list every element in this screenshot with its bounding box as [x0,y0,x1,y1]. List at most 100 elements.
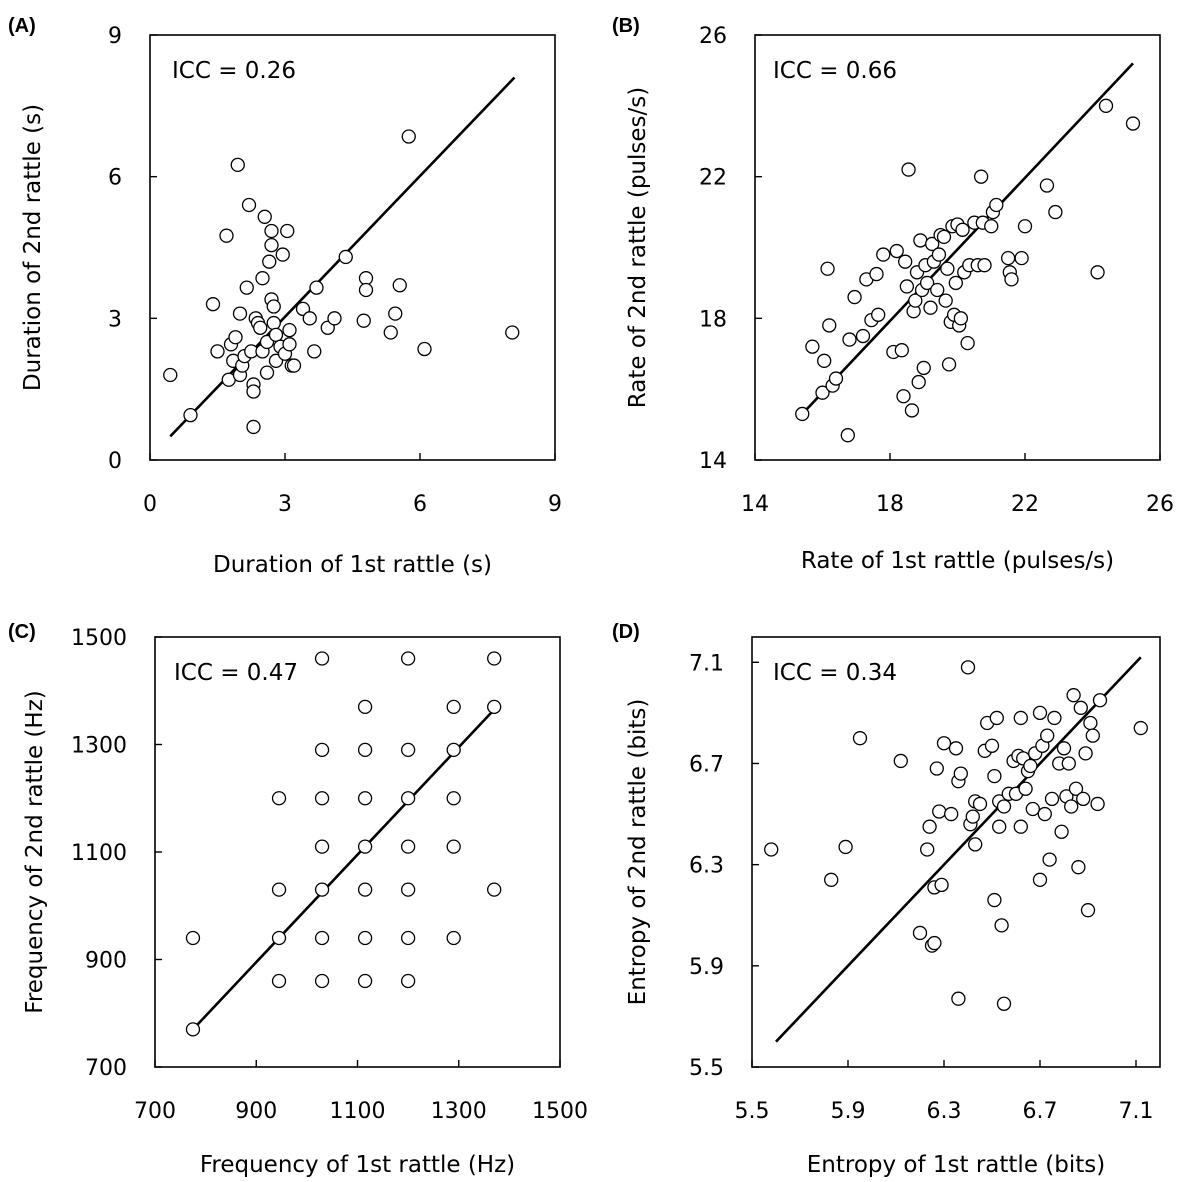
data-point [936,229,952,245]
data-point [255,271,270,286]
data-point [820,261,835,276]
data-point [266,315,281,331]
data-point [264,237,279,253]
data-point [948,741,964,756]
panel-label: (B) [612,15,640,37]
icc-annotation: ICC = 0.34 [773,660,897,686]
data-point [487,651,502,666]
y-tick-label: 5.9 [689,955,724,980]
data-point [889,243,904,259]
data-point [388,306,403,321]
x-tick-label: 700 [134,1099,176,1124]
data-point [1133,720,1148,736]
data-point [951,991,966,1006]
x-tick-label: 6.7 [1023,1099,1058,1124]
data-point [1037,806,1052,822]
data-point [1056,741,1072,756]
y-tick-label: 700 [85,1056,127,1081]
data-point [852,731,868,746]
y-tick-label: 900 [85,949,127,974]
data-point [246,384,261,399]
data-point [357,742,373,758]
plot-frame [754,34,1161,461]
data-point [1083,715,1098,731]
data-point [869,266,884,282]
icc-annotation: ICC = 0.47 [174,660,298,686]
data-point [400,791,416,806]
data-point [931,247,947,262]
data-point [1044,791,1060,807]
panel-d: (D) ICC = 0.34 5.5 5.9 6.3 6.7 7.1 5.5 5.9 6.3 6.7… [612,621,1161,1178]
data-point [871,307,886,322]
y-tick-label: 22 [699,166,727,191]
data-point [230,157,245,173]
data-point [1064,799,1079,814]
data-point [1013,710,1028,726]
data-point [1076,791,1091,807]
data-point [927,935,942,951]
data-point [271,882,287,897]
data-point [314,651,330,666]
data-point [264,223,279,239]
x-tick-label: 7.1 [1119,1099,1154,1124]
data-point [912,925,928,941]
data-point [795,406,810,422]
data-point [876,247,891,262]
plot-frame [149,34,556,461]
data-point [896,389,911,404]
data-point [948,275,963,291]
data-point [271,973,287,989]
data-point [908,293,923,308]
y-tick-label: 6.3 [689,854,724,879]
x-tick-label: 18 [876,492,904,517]
data-point [357,973,373,989]
y-axis-label: Rate of 2nd rattle (pulses/s) [625,87,651,408]
y-tick-label: 5.5 [689,1056,724,1081]
data-point [286,358,302,373]
data-point [934,877,949,893]
data-point [1013,819,1028,834]
data-point [417,341,432,357]
data-point [1047,710,1062,726]
data-point [259,365,275,380]
data-point [446,930,461,946]
data-point [916,360,931,376]
data-point [1032,705,1048,721]
data-point [929,761,944,776]
icc-annotation: ICC = 0.66 [773,58,897,84]
panel-a: (A) ICC = 0.26 0 3 6 9 0 3 6 9 Duration of 1st rat… [8,15,562,578]
data-point [1098,98,1114,113]
data-point [271,791,287,806]
data-point [357,882,373,897]
data-point [1071,860,1086,875]
data-point [1039,178,1055,193]
data-point [401,129,416,144]
fit-line [192,705,498,1031]
data-point [938,293,953,308]
data-point [1004,272,1019,287]
data-point [487,699,502,715]
data-point [930,282,945,298]
data-point [1090,265,1105,280]
data-point [357,930,373,946]
fit-line [801,62,1134,415]
data-point [1018,781,1033,796]
data-point [446,791,461,806]
x-tick-label: 1500 [532,1099,588,1124]
data-point [940,261,955,276]
data-point [984,219,999,234]
x-tick-label: 14 [741,492,769,517]
x-tick-label: 0 [143,492,157,517]
data-point [992,819,1007,834]
data-point [817,353,832,368]
data-point [925,236,940,252]
y-tick-label: 7.1 [689,651,724,676]
data-point [1068,781,1084,796]
data-point [838,839,853,855]
y-tick-label: 1100 [71,841,127,866]
data-point [400,651,416,666]
data-point [960,660,976,675]
data-point [338,249,353,265]
data-point [1025,801,1040,817]
data-point [314,882,330,897]
